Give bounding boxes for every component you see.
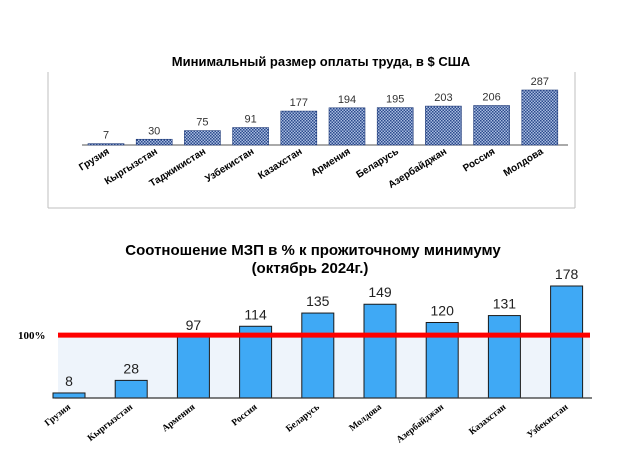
chart2-bar: [52, 392, 86, 399]
chart2-data-label: 135: [306, 293, 330, 309]
chart1-data-label: 194: [338, 94, 356, 106]
chart2-data-label: 97: [186, 317, 202, 333]
chart2-data-label: 8: [65, 373, 73, 389]
chart2-title-line2: (октябрь 2024г.): [252, 260, 369, 277]
chart2-data-label: 149: [368, 284, 392, 300]
chart1-data-label: 91: [244, 114, 256, 126]
chart2-title-line1: Соотношение МЗП в % к прожиточному миним…: [125, 242, 501, 259]
chart1-bar: [280, 110, 318, 146]
chart-mrot-usd: Минимальный размер оплаты труда, в $ США…: [47, 54, 576, 209]
chart2-bar: [363, 303, 397, 399]
chart2-tick-label: Узбекистан: [525, 401, 571, 440]
chart2-bar: [239, 325, 273, 399]
chart1-bar: [232, 127, 269, 146]
chart1-bar: [425, 105, 462, 146]
chart1-data-label: 177: [290, 97, 308, 109]
chart2-tick-label: Азербайджан: [394, 401, 446, 445]
chart1-bar: [521, 89, 559, 146]
chart2-data-label: 28: [123, 360, 139, 376]
chart1-bar: [87, 143, 125, 146]
chart2-tick-label: Грузия: [43, 402, 73, 428]
chart1-data-label: 7: [103, 130, 109, 142]
chart1-data-label: 203: [434, 92, 452, 104]
chart2-tick-label: Беларусь: [284, 402, 321, 434]
chart1-bar: [473, 105, 510, 146]
chart1-data-label: 287: [531, 76, 549, 88]
chart1-data-label: 30: [148, 125, 160, 137]
chart1-bar: [376, 107, 414, 146]
chart1-data-label: 206: [482, 92, 500, 104]
chart1-bar: [328, 107, 366, 146]
chart2-data-label: 178: [555, 266, 579, 282]
chart1-data-label: 75: [196, 117, 208, 129]
chart1-bar: [184, 130, 221, 146]
chart2-bar: [114, 379, 148, 399]
chart2-tick-label: Армения: [161, 402, 198, 434]
chart2-bar: [301, 312, 335, 399]
chart2-bar: [487, 315, 521, 399]
chart2-data-label: 131: [493, 296, 517, 312]
chart2-bar: [550, 285, 584, 399]
chart2-tick-label: Молдова: [348, 402, 384, 433]
chart2-data-label: 114: [244, 306, 267, 322]
chart2-tick-label: Россия: [230, 402, 259, 428]
chart1-bar: [135, 138, 173, 146]
chart2-tick-label: Казахстан: [468, 402, 509, 437]
chart2-data-label: 120: [431, 302, 455, 318]
chart2-bar: [176, 336, 210, 399]
chart1-data-label: 195: [386, 94, 404, 106]
chart1-title: Минимальный размер оплаты труда, в $ США: [172, 54, 471, 69]
chart2-reference-label: 100%: [18, 330, 46, 342]
chart2-tick-label: Кыргызстан: [86, 402, 135, 444]
